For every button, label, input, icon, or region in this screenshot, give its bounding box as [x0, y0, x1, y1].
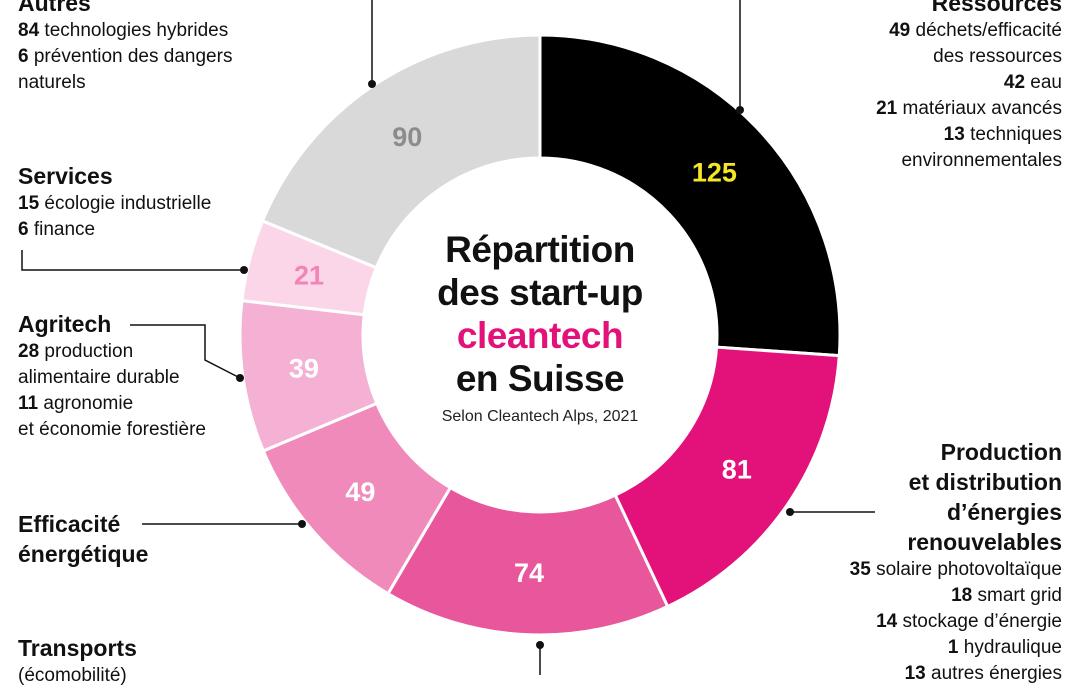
donut-value-label-6: 90: [392, 122, 422, 152]
donut-value-label-0: 125: [692, 157, 737, 187]
annotation-agritech: Agritech 28 production alimentaire durab…: [18, 311, 206, 440]
source-note: Selon Cleantech Alps, 2021: [441, 408, 639, 425]
leader-dot-agritech: [236, 374, 244, 382]
annotation-transports: Transports (écomobilité): [18, 635, 137, 686]
annotation-heading: Ressources: [931, 0, 1062, 16]
chart-title: Répartition des start-up cleantech en Su…: [400, 228, 680, 426]
annotation-autres: Autres 84 technologies hybrides 6 préven…: [18, 0, 232, 96]
leader-dot-efficacite: [298, 520, 306, 528]
donut-value-label-3: 49: [345, 477, 375, 507]
title-line-2: des start-up: [437, 272, 643, 313]
title-line-4: en Suisse: [455, 358, 625, 399]
leader-dot-transports: [536, 641, 544, 649]
annotation-ressources: Ressources 49 déchets/efficacité des res…: [876, 0, 1062, 174]
annotation-heading: Agritech: [18, 311, 112, 337]
annotation-services: Services 15 écologie industrielle 6 fina…: [18, 163, 212, 240]
title-line-1: Répartition: [445, 229, 635, 270]
donut-chart: 125 81 74 49 39 21 90: [21, 0, 875, 675]
annotation-heading: Services: [18, 163, 113, 189]
donut-slice-2: [385, 485, 670, 637]
donut-slice-6: [260, 33, 542, 270]
annotation-efficacite: Efficacité énergétique: [18, 511, 149, 567]
leader-lines: [21, 0, 875, 675]
leader-dot-autres: [368, 80, 376, 88]
donut-slice-1: [613, 345, 841, 609]
annotation-heading: Autres: [18, 0, 91, 16]
donut-value-label-2: 74: [514, 558, 544, 588]
annotation-production: Production et distribution d’énergies re…: [849, 439, 1062, 684]
title-line-3: cleantech: [456, 315, 624, 356]
donut-value-label-1: 81: [722, 455, 752, 485]
donut-value-label-5: 21: [294, 260, 324, 290]
donut-value-labels: 125 81 74 49 39 21 90: [289, 122, 752, 588]
leader-dot-services: [240, 266, 248, 274]
leader-agritech: [130, 324, 241, 379]
leader-dot-ressources: [736, 106, 744, 114]
donut-slices: [238, 33, 842, 637]
donut-value-label-4: 39: [289, 354, 319, 384]
leader-dot-production: [786, 508, 794, 516]
leader-services: [21, 250, 244, 271]
donut-slice-0: [538, 33, 842, 358]
